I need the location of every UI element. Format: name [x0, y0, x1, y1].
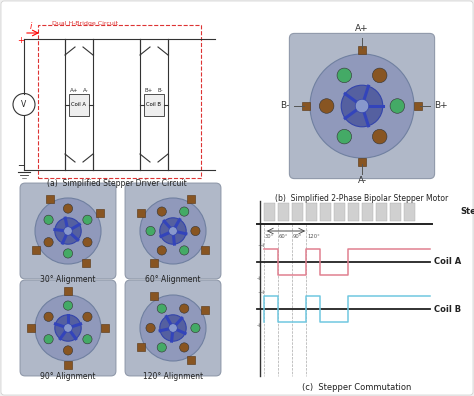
Circle shape — [157, 246, 166, 255]
Circle shape — [146, 324, 155, 333]
Circle shape — [146, 227, 155, 236]
Bar — [82, 259, 91, 267]
Bar — [320, 203, 331, 221]
Text: 90°: 90° — [293, 234, 302, 238]
Bar — [264, 203, 275, 221]
Bar — [27, 324, 35, 332]
Circle shape — [157, 304, 166, 313]
Circle shape — [44, 215, 53, 225]
Text: +i: +i — [257, 243, 264, 248]
Circle shape — [355, 99, 369, 113]
FancyBboxPatch shape — [125, 280, 221, 376]
Bar — [144, 93, 164, 116]
Text: A-: A- — [357, 176, 366, 185]
Bar — [32, 246, 40, 253]
Text: (c)  Stepper Commutation: (c) Stepper Commutation — [302, 383, 412, 392]
Bar — [137, 209, 145, 217]
Text: 120° Alignment: 120° Alignment — [143, 372, 203, 381]
Circle shape — [44, 312, 53, 322]
Text: Coil A: Coil A — [434, 257, 461, 267]
Text: V: V — [21, 100, 27, 109]
Text: Coil B: Coil B — [434, 305, 461, 314]
Bar — [278, 203, 289, 221]
Text: −: − — [17, 161, 24, 170]
Bar — [306, 203, 317, 221]
Circle shape — [337, 68, 352, 83]
Circle shape — [180, 343, 189, 352]
Text: A+: A+ — [355, 24, 369, 33]
Circle shape — [337, 129, 352, 144]
Bar — [404, 203, 415, 221]
Circle shape — [191, 227, 200, 236]
Circle shape — [83, 335, 92, 344]
Text: Coil A: Coil A — [72, 102, 86, 107]
Text: 90° Alignment: 90° Alignment — [40, 372, 96, 381]
Bar — [334, 203, 345, 221]
Bar — [101, 324, 109, 332]
Circle shape — [373, 68, 387, 83]
Circle shape — [191, 324, 200, 333]
Text: Dual H-Bridge Circuit: Dual H-Bridge Circuit — [52, 21, 118, 26]
Circle shape — [140, 198, 206, 264]
Text: Coil B: Coil B — [146, 102, 162, 107]
Circle shape — [160, 218, 186, 244]
Bar — [414, 102, 422, 110]
Circle shape — [157, 343, 166, 352]
FancyBboxPatch shape — [20, 280, 116, 376]
Bar — [69, 93, 89, 116]
Bar — [188, 356, 195, 364]
Circle shape — [83, 238, 92, 247]
Circle shape — [35, 295, 101, 361]
Bar — [376, 203, 387, 221]
Circle shape — [180, 246, 189, 255]
Bar — [362, 203, 373, 221]
Circle shape — [319, 99, 334, 113]
Bar — [201, 246, 209, 253]
Circle shape — [140, 295, 206, 361]
Text: i: i — [30, 22, 32, 31]
Text: A-: A- — [83, 88, 89, 93]
Circle shape — [64, 249, 73, 258]
Circle shape — [157, 207, 166, 216]
Bar — [201, 305, 209, 314]
Circle shape — [341, 85, 383, 127]
Circle shape — [373, 129, 387, 144]
Circle shape — [13, 93, 35, 116]
Circle shape — [55, 218, 81, 244]
Bar — [96, 209, 104, 217]
Circle shape — [44, 335, 53, 344]
Bar — [151, 259, 158, 267]
Circle shape — [64, 227, 73, 235]
Bar — [64, 361, 72, 369]
Text: +: + — [17, 36, 24, 45]
Bar — [348, 203, 359, 221]
Text: 30°: 30° — [265, 234, 274, 238]
Text: +i: +i — [257, 290, 264, 295]
Text: B-: B- — [281, 101, 290, 110]
Bar — [151, 292, 158, 300]
FancyBboxPatch shape — [20, 183, 116, 279]
Text: -i: -i — [257, 276, 261, 281]
Bar — [302, 102, 310, 110]
Circle shape — [64, 204, 73, 213]
Bar — [292, 203, 303, 221]
Text: 120°: 120° — [307, 234, 320, 238]
Text: A+: A+ — [70, 88, 79, 93]
Text: Steps: Steps — [460, 208, 474, 217]
Text: B+: B+ — [434, 101, 447, 110]
Circle shape — [35, 198, 101, 264]
Circle shape — [310, 54, 414, 158]
Bar — [358, 158, 366, 166]
Circle shape — [180, 304, 189, 313]
Circle shape — [169, 324, 177, 332]
Circle shape — [64, 324, 73, 332]
Bar — [64, 287, 72, 295]
Circle shape — [180, 207, 189, 216]
Circle shape — [44, 238, 53, 247]
Circle shape — [55, 315, 81, 341]
Text: -i: -i — [257, 323, 261, 328]
Circle shape — [160, 315, 186, 341]
Text: 60°: 60° — [279, 234, 288, 238]
Bar — [137, 343, 145, 350]
